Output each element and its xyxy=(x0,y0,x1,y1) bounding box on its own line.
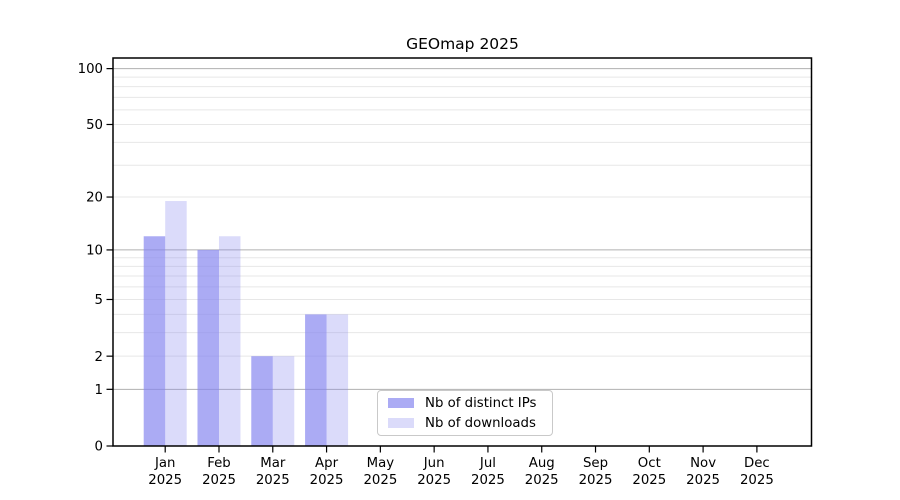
x-tick-label-year: 2025 xyxy=(525,473,559,488)
x-tick-label-month: Feb xyxy=(207,456,231,471)
x-tick-label-year: 2025 xyxy=(310,473,344,488)
x-tick-label-year: 2025 xyxy=(740,473,774,488)
y-tick-label: 0 xyxy=(95,440,103,455)
y-tick-label: 20 xyxy=(86,191,103,206)
bar-jan-ips xyxy=(143,236,166,446)
bar-apr-downloads xyxy=(326,314,349,446)
x-tick-label-year: 2025 xyxy=(632,473,666,488)
x-tick-label-year: 2025 xyxy=(579,473,613,488)
bar-mar-downloads xyxy=(272,356,295,446)
y-tick-label: 5 xyxy=(95,293,103,308)
bar-jan-downloads xyxy=(165,201,187,446)
x-tick-label-month: May xyxy=(367,456,395,471)
x-tick-label-month: Nov xyxy=(690,456,716,471)
x-tick-label-month: Aug xyxy=(529,456,555,471)
y-tick-label: 50 xyxy=(86,118,103,133)
bar-feb-ips xyxy=(197,249,219,446)
x-tick-label-month: Jul xyxy=(479,456,496,471)
x-tick-label-year: 2025 xyxy=(417,473,451,488)
x-tick-label-month: Oct xyxy=(638,456,661,471)
x-tick-label-month: Sep xyxy=(583,456,608,471)
bar-apr-ips xyxy=(305,314,327,446)
y-tick-label: 10 xyxy=(86,244,103,259)
legend-item-downloads: Nb of downloads xyxy=(388,415,542,432)
y-tick-label: 100 xyxy=(78,62,103,77)
y-tick-label: 2 xyxy=(95,350,103,365)
legend-swatch-downloads xyxy=(388,418,414,428)
x-tick-label-month: Apr xyxy=(315,456,339,471)
x-tick-label-year: 2025 xyxy=(471,473,505,488)
legend-swatch-distinct-ips xyxy=(388,398,414,408)
legend: Nb of distinct IPs Nb of downloads xyxy=(377,390,553,436)
legend-label-downloads: Nb of downloads xyxy=(425,415,536,431)
x-tick-label-year: 2025 xyxy=(148,473,182,488)
bar-mar-ips xyxy=(251,356,273,446)
x-tick-label-month: Dec xyxy=(744,456,770,471)
axes-spines xyxy=(112,57,813,447)
x-tick-label-year: 2025 xyxy=(363,473,397,488)
x-tick-label-year: 2025 xyxy=(202,473,236,488)
legend-item-distinct-ips: Nb of distinct IPs xyxy=(388,395,542,412)
chart-title: GEOmap 2025 xyxy=(406,35,519,53)
x-tick-label-month: Jun xyxy=(423,456,445,471)
x-tick-label-year: 2025 xyxy=(256,473,290,488)
x-tick-label-year: 2025 xyxy=(686,473,720,488)
legend-label-distinct-ips: Nb of distinct IPs xyxy=(425,395,537,411)
bar-feb-downloads xyxy=(218,236,241,446)
x-tick-label-month: Jan xyxy=(154,456,176,471)
x-tick-label-month: Mar xyxy=(260,456,286,471)
y-tick-label: 1 xyxy=(95,383,103,398)
